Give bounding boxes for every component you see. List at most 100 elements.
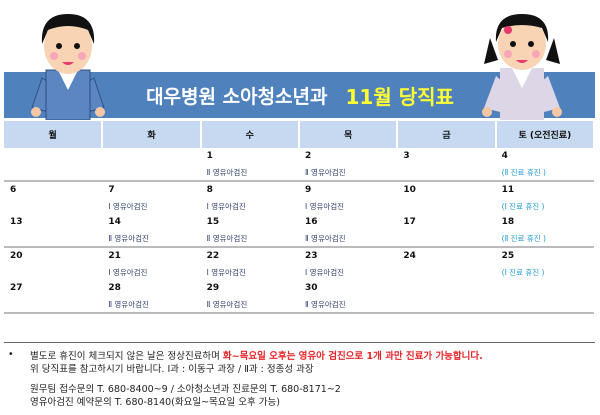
day-cell: 10 (397, 181, 495, 214)
duty-note: Ⅱ 영유아검진 (304, 300, 346, 309)
day-number: 8 (206, 185, 213, 195)
note-line-1: 별도로 휴진이 체크되지 않은 날은 정상진료하며 화~목요일 오후는 영유아 … (30, 348, 483, 362)
contact-line-2: 영유아검진 예약문의 T. 680-8140(화요일~목요일 오후 가능) (30, 397, 280, 408)
day-cell: 17 (397, 214, 496, 248)
duty-note: Ⅰ 영유아검진 (108, 202, 148, 211)
day-number: 29 (206, 283, 220, 293)
day-number: 25 (501, 251, 515, 261)
girl-illustration (482, 14, 562, 120)
day-number: 23 (304, 251, 318, 261)
day-number (403, 283, 495, 299)
duty-note: Ⅱ 영유아검진 (206, 300, 248, 309)
day-number (108, 151, 200, 167)
day-thu: 목 (298, 121, 399, 148)
duty-note: Ⅱ 영유아검진 (304, 168, 346, 177)
day-fri: 금 (397, 121, 497, 148)
day-number: 18 (501, 217, 515, 227)
duty-note: Ⅱ 영유아검진 (108, 234, 149, 243)
duty-note: Ⅱ 영유아검진 (206, 168, 248, 177)
contact-line-1: 원무팀 접수문의 T. 680-8400~9 / 소아청소년과 진료문의 T. … (30, 384, 341, 395)
note-line-2: 위 당직표를 참고하시기 바랍니다. Ⅰ과 : 이동구 과장 / Ⅱ과 : 정종… (30, 364, 314, 375)
day-number: 14 (108, 217, 121, 227)
day-cell: 30 Ⅱ 영유아검진 (298, 280, 398, 314)
duty-note: Ⅰ 영유아검진 (108, 268, 148, 277)
day-number: 2 (304, 151, 312, 161)
day-number: 21 (108, 251, 121, 261)
week-row: 6 7 Ⅰ 영유아검진 8 Ⅰ 영유아검진 9 Ⅰ 영유아검진 10 11 (Ⅰ 진료 휴진 ) (4, 181, 594, 214)
week-row: 27 28 Ⅱ 영유아검진 29 Ⅱ 영유아검진 30 Ⅱ 영유아검진 (4, 280, 594, 314)
day-cell: 2 Ⅱ 영유아검진 (298, 148, 398, 182)
day-number: 4 (501, 151, 508, 161)
day-cell: 8 Ⅰ 영유아검진 (201, 181, 299, 214)
day-number: 10 (403, 185, 416, 195)
duty-note: Ⅰ 영유아검진 (206, 268, 246, 277)
day-cell: 6 (4, 181, 102, 214)
day-number: 30 (304, 283, 318, 293)
day-cell: 29 Ⅱ 영유아검진 (200, 280, 299, 314)
day-cell: 21 Ⅰ 영유아검진 (102, 247, 200, 280)
week-row: 20 21 Ⅰ 영유아검진 22 Ⅰ 영유아검진 23 Ⅰ 영유아검진 24 25 (Ⅰ 진료 휴… (4, 247, 594, 280)
day-tue: 화 (102, 121, 202, 148)
week-row: 1 Ⅱ 영유아검진 2 Ⅱ 영유아검진 3 4 (Ⅱ 진료 휴진 ) (4, 148, 594, 182)
day-number: 20 (10, 251, 23, 261)
day-cell (397, 280, 496, 314)
note-warning: 화~목요일 오후는 영유아 검진으로 1개 과만 진료가 가능합니다. (222, 351, 483, 362)
closure-note: (Ⅰ 진료 휴진 ) (501, 202, 545, 211)
day-cell: 24 (397, 247, 495, 280)
day-number: 28 (108, 283, 121, 293)
day-number: 22 (206, 251, 220, 261)
day-cell: 14 Ⅱ 영유아검진 (102, 214, 201, 248)
closure-note: (Ⅱ 진료 휴진 ) (501, 168, 546, 177)
duty-note: Ⅱ 영유아검진 (108, 300, 149, 309)
day-number: 24 (403, 251, 416, 261)
day-cell (102, 148, 201, 182)
day-cell: 13 (4, 214, 103, 248)
day-cell: 3 (397, 148, 496, 182)
footer-notes: • 별도로 휴진이 체크되지 않은 날은 정상진료하며 화~목요일 오후는 영유… (4, 342, 595, 408)
duty-calendar: 월 화 수 목 금 토 (오전진료) 1 Ⅱ 영유아검진 2 Ⅱ 영유아검진 3 4 (Ⅱ … (4, 121, 596, 314)
day-cell (495, 280, 594, 314)
day-cell: 20 (4, 247, 102, 280)
duty-note: Ⅰ 영유아검진 (304, 268, 345, 277)
day-cell: 9 Ⅰ 영유아검진 (299, 181, 397, 214)
day-number: 27 (10, 283, 23, 293)
day-number: 7 (108, 185, 115, 195)
closure-note: (Ⅰ 진료 휴진 ) (501, 268, 545, 277)
duty-note: Ⅱ 영유아검진 (304, 234, 346, 243)
day-number (10, 151, 102, 167)
day-number: 11 (501, 185, 515, 195)
day-cell: 28 Ⅱ 영유아검진 (102, 280, 201, 314)
page-title: 대우병원 소아청소년과 11월 당직표 (0, 72, 600, 118)
bullet: • (8, 349, 14, 360)
day-cell: 4 (Ⅱ 진료 휴진 ) (495, 148, 594, 182)
day-sat: 토 (오전진료) (495, 121, 596, 148)
day-number: 6 (10, 185, 17, 195)
day-number: 15 (206, 217, 220, 227)
day-cell: 23 Ⅰ 영유아검진 (299, 247, 397, 280)
day-cell: 7 Ⅰ 영유아검진 (102, 181, 200, 214)
day-cell (4, 148, 103, 182)
day-cell: 18 (Ⅱ 진료 휴진 ) (495, 214, 594, 248)
duty-note: Ⅱ 영유아검진 (206, 234, 248, 243)
closure-note: (Ⅱ 진료 휴진 ) (501, 234, 546, 243)
day-number: 13 (10, 217, 23, 227)
weekday-header: 월 화 수 목 금 토 (오전진료) (4, 121, 596, 148)
week-row: 13 14 Ⅱ 영유아검진 15 Ⅱ 영유아검진 16 Ⅱ 영유아검진 17 18 (Ⅱ 진료 휴… (4, 214, 594, 248)
note-normal: 별도로 휴진이 체크되지 않은 날은 정상진료하며 (30, 351, 223, 362)
day-number: 3 (403, 151, 410, 161)
title-month: 11월 당직표 (345, 84, 454, 109)
day-cell: 27 (4, 280, 103, 314)
day-cell: 11 (Ⅰ 진료 휴진 ) (496, 181, 594, 214)
day-number: 16 (304, 217, 318, 227)
day-number: 9 (304, 185, 312, 195)
day-cell: 22 Ⅰ 영유아검진 (201, 247, 299, 280)
day-number: 17 (403, 217, 416, 227)
day-cell: 1 Ⅱ 영유아검진 (200, 148, 299, 182)
day-wed: 수 (200, 121, 300, 148)
day-cell: 25 (Ⅰ 진료 휴진 ) (496, 247, 594, 280)
day-cell: 16 Ⅱ 영유아검진 (298, 214, 398, 248)
boy-illustration (31, 14, 105, 120)
duty-note: Ⅰ 영유아검진 (206, 202, 246, 211)
day-number (502, 283, 594, 299)
day-number: 1 (206, 151, 213, 161)
